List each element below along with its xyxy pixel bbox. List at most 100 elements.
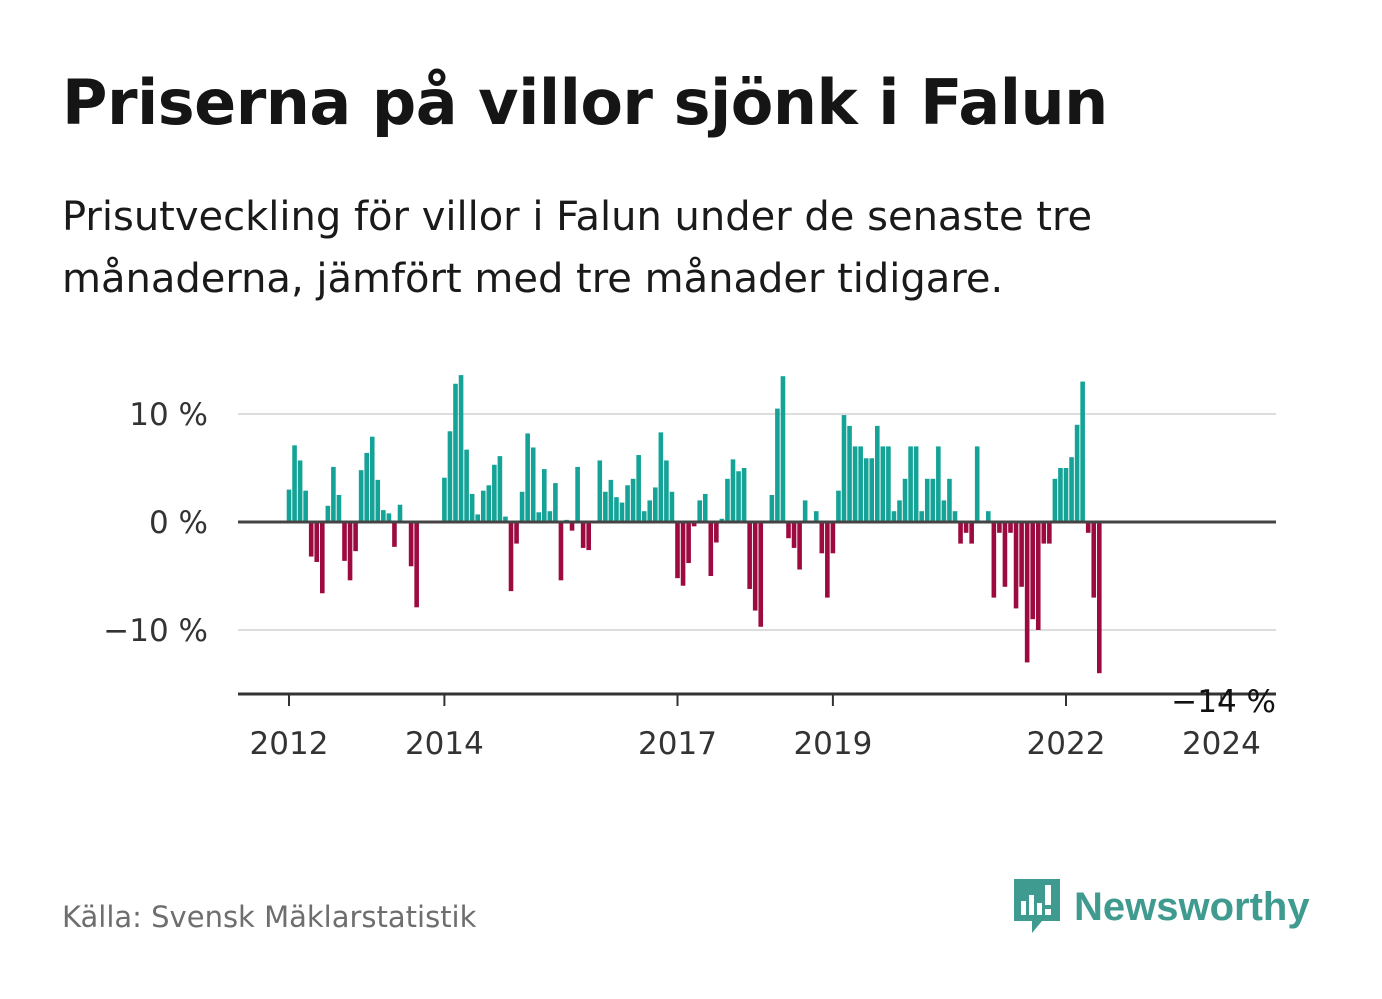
bar [1030,522,1035,620]
bar [813,511,819,522]
bar [852,446,858,522]
bar [769,495,775,522]
bar [791,522,797,548]
bar [697,500,702,522]
bar [292,445,297,522]
bar [802,500,808,522]
bar [836,490,841,522]
bar [775,408,780,522]
bar [625,485,630,522]
newsworthy-logo-icon [1014,879,1060,933]
bar [386,513,392,522]
bar [464,449,469,522]
bar [1024,522,1030,663]
y-tick-label: −10 % [103,613,208,649]
bar [597,460,603,522]
bar [1080,381,1085,522]
bar [725,478,730,522]
bar [453,383,458,522]
bar [858,446,863,522]
bar [503,516,508,522]
bar [719,518,725,522]
bar [575,466,580,522]
x-tick-label: 2019 [793,726,872,762]
bar [880,446,886,522]
bar [969,522,974,544]
bar [458,375,464,522]
bar [747,522,752,589]
bar [1085,522,1091,533]
bar [369,436,375,522]
bar [686,522,691,564]
bar [442,477,447,522]
bar [780,376,786,522]
brand-logo: Newsworthy [1012,877,1310,937]
bar [608,479,614,522]
bar [347,522,353,581]
bar [647,500,653,522]
bar [786,522,791,539]
bar [902,478,908,522]
bar [1047,522,1052,544]
x-tick-label: 2022 [1027,726,1106,762]
bar [869,458,875,522]
bar [336,495,342,522]
bar [297,460,303,522]
bar [1058,468,1063,522]
bar [947,478,952,522]
bar [863,458,869,522]
axes [238,520,1276,706]
bar [680,522,686,586]
bar [908,446,913,522]
bar [614,497,619,522]
bar [797,522,802,570]
bar [475,514,480,522]
chart-title: Priserna på villor sjönk i Falun [62,66,1108,139]
bar [320,522,325,594]
bar [569,522,575,531]
bar [508,522,514,592]
bar [1074,424,1080,522]
bar [886,446,891,522]
bar [819,522,825,554]
bar [691,522,697,527]
bar [558,522,564,581]
bar [936,446,941,522]
bar [952,511,958,522]
bar [847,425,852,522]
bar [1091,522,1097,598]
bar [314,522,320,562]
bar [486,485,492,522]
bar [741,468,747,522]
bar [897,500,902,522]
last-value-label: −14 % [1171,684,1276,720]
bar [1041,522,1047,544]
bar [991,522,997,598]
bar [536,512,542,522]
y-tick-label: 0 % [149,505,208,541]
bar [519,491,525,522]
bar [364,452,369,522]
bar [730,459,736,522]
bar [736,471,741,522]
bar [542,469,547,522]
bar [963,522,969,533]
bar [553,483,558,522]
bar [919,511,924,522]
bar [580,522,586,548]
bar [358,470,364,522]
bar [447,431,453,522]
bar [1002,522,1008,587]
bar [286,489,292,522]
bar [675,522,680,579]
axis-labels: 10 % 0 % −10 % 2012 2014 2017 2019 2022 2024 −14 … [103,397,1276,762]
bar [525,433,530,522]
bar [397,504,403,522]
bars [286,375,1102,674]
bar [1035,522,1041,630]
bar [825,522,830,598]
bar [913,446,919,522]
bar [702,493,708,522]
bar [941,500,947,522]
